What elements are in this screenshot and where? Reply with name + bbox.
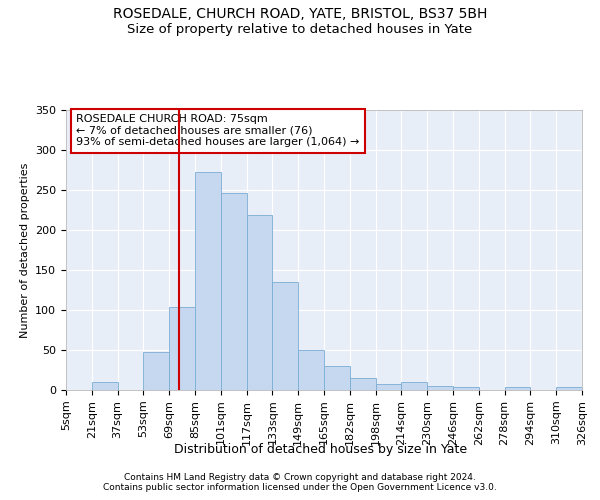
Bar	[350, 378, 376, 390]
Bar	[247, 215, 272, 390]
Bar	[427, 386, 453, 390]
Bar	[505, 387, 530, 390]
Bar	[143, 352, 169, 390]
Text: Size of property relative to detached houses in Yate: Size of property relative to detached ho…	[127, 22, 473, 36]
Text: ROSEDALE CHURCH ROAD: 75sqm
← 7% of detached houses are smaller (76)
93% of semi: ROSEDALE CHURCH ROAD: 75sqm ← 7% of deta…	[76, 114, 359, 148]
Bar	[453, 387, 479, 390]
Bar	[272, 282, 298, 390]
Bar	[92, 382, 118, 390]
Bar	[376, 384, 401, 390]
Text: Contains HM Land Registry data © Crown copyright and database right 2024.
Contai: Contains HM Land Registry data © Crown c…	[103, 473, 497, 492]
Bar	[401, 382, 427, 390]
Bar	[195, 172, 221, 390]
Bar	[556, 387, 582, 390]
Bar	[221, 193, 247, 390]
Text: ROSEDALE, CHURCH ROAD, YATE, BRISTOL, BS37 5BH: ROSEDALE, CHURCH ROAD, YATE, BRISTOL, BS…	[113, 8, 487, 22]
Y-axis label: Number of detached properties: Number of detached properties	[20, 162, 29, 338]
Bar	[298, 350, 324, 390]
Bar	[169, 307, 195, 390]
Bar	[324, 366, 350, 390]
Text: Distribution of detached houses by size in Yate: Distribution of detached houses by size …	[175, 442, 467, 456]
